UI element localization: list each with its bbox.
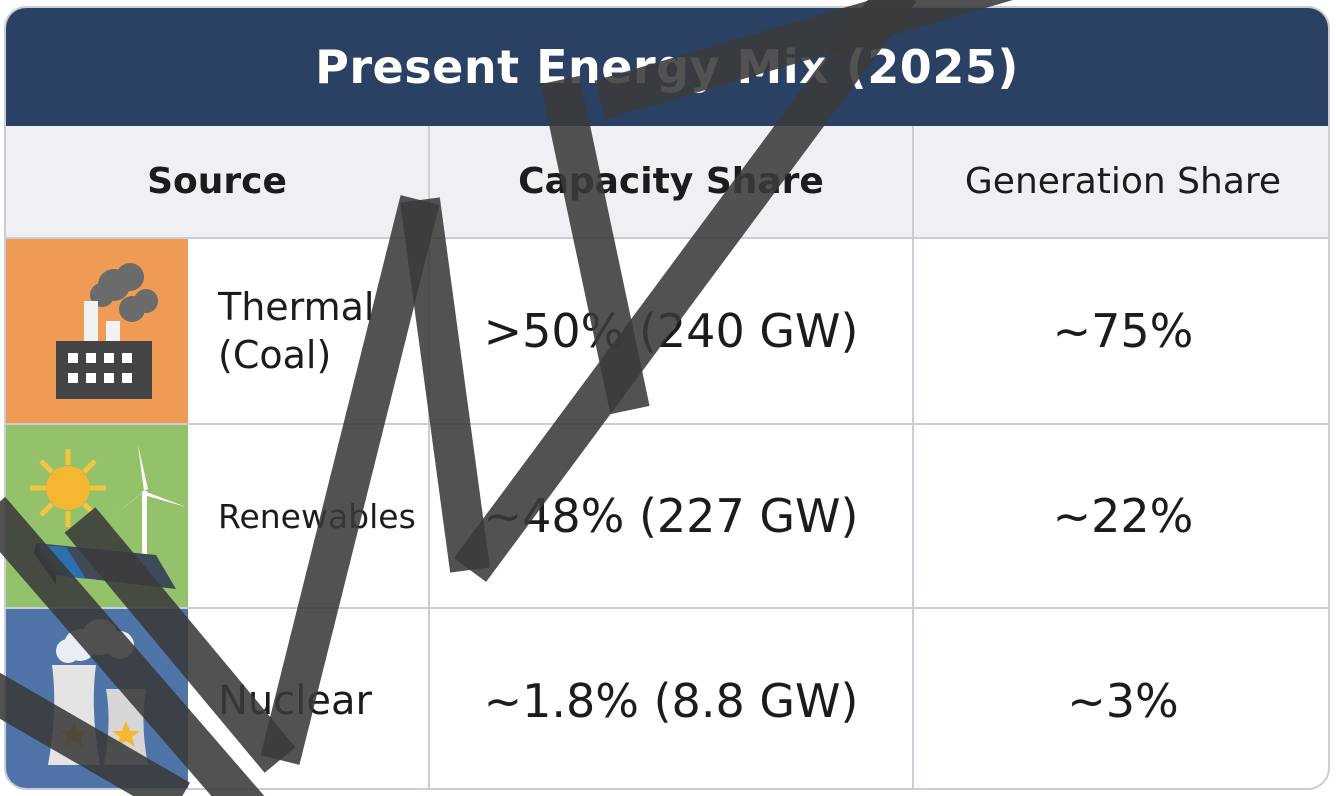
source-name-thermal: Thermal (Coal): [188, 239, 428, 423]
source-name-nuclear: Nuclear: [218, 677, 372, 724]
table-row-nuclear: Nuclear ~1.8% (8.8 GW) ~3%: [6, 609, 1328, 788]
table-row-thermal: Thermal (Coal) >50% (240 GW) ~75%: [6, 239, 1328, 425]
generation-nuclear: ~3%: [1067, 673, 1179, 728]
nuclear-plant-icon: [6, 609, 188, 788]
header-source: Source: [147, 161, 287, 202]
capacity-renewables: ~48% (227 GW): [483, 489, 859, 543]
renewables-icon: [6, 425, 188, 607]
table-row-renewables: Renewables ~48% (227 GW) ~22%: [6, 425, 1328, 609]
source-name-line1: Thermal: [218, 285, 375, 329]
energy-mix-table: Present Energy Mix (2025) Source Capacit…: [4, 6, 1330, 790]
header-generation: Generation Share: [964, 161, 1282, 202]
table-title: Present Energy Mix (2025): [6, 8, 1328, 126]
capacity-thermal: >50% (240 GW): [483, 304, 859, 358]
generation-renewables: ~22%: [1052, 489, 1194, 543]
capacity-nuclear: ~1.8% (8.8 GW): [483, 673, 859, 728]
column-divider: [428, 126, 430, 788]
column-divider: [912, 126, 914, 788]
source-name-renewables: Renewables: [218, 496, 416, 536]
generation-thermal: ~75%: [1052, 304, 1194, 358]
source-name-line2: (Coal): [218, 333, 332, 377]
header-row: Source Capacity Share Generation Share: [6, 126, 1328, 239]
header-capacity: Capacity Share: [518, 161, 824, 202]
coal-factory-icon: [6, 239, 188, 423]
